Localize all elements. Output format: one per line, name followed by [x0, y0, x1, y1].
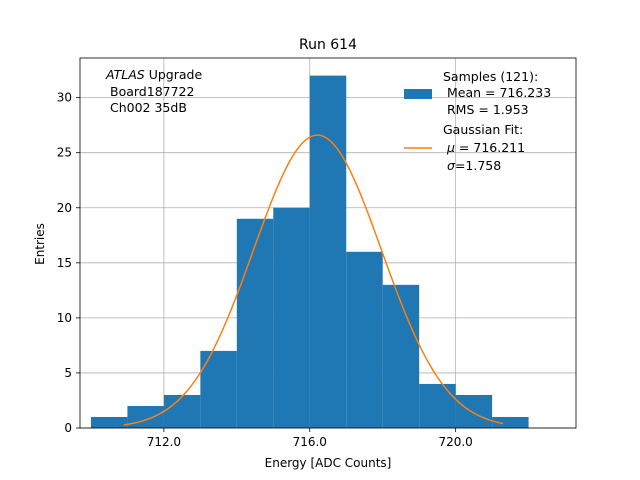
sigma-symbol: σ	[447, 158, 456, 173]
legend-hist-rms: RMS = 1.953	[447, 102, 529, 117]
histogram-bar	[382, 284, 420, 428]
legend-hist-swatch	[404, 89, 432, 99]
annotation-board: Board187722	[110, 84, 194, 99]
y-tick-label: 5	[64, 366, 72, 380]
histogram-bar	[455, 394, 493, 428]
x-tick-label: 720.0	[438, 435, 472, 449]
x-tick-label: 712.0	[147, 435, 181, 449]
y-axis-ticks: 0 5 10 15 20 25 30	[57, 91, 80, 435]
legend-hist-title: Samples (121):	[443, 69, 538, 84]
y-tick-label: 10	[57, 311, 72, 325]
annotation-channel: Ch002 35dB	[110, 100, 187, 115]
atlas-label: ATLAS	[105, 67, 145, 82]
plot-frame	[79, 57, 577, 429]
legend: Samples (121): Mean = 716.233 RMS = 1.95…	[404, 69, 551, 173]
histogram-bar	[236, 218, 274, 428]
histogram-bar	[419, 383, 456, 428]
y-tick-label: 30	[57, 91, 72, 105]
y-tick-label: 0	[64, 421, 72, 435]
histogram-bar	[127, 405, 164, 428]
legend-fit-sigma: σ=1.758	[447, 158, 501, 173]
x-axis-label: Energy [ADC Counts]	[265, 456, 392, 470]
legend-hist-mean: Mean = 716.233	[447, 85, 551, 100]
y-tick-label: 25	[57, 146, 72, 160]
y-tick-label: 15	[57, 256, 72, 270]
annotation-line-1: ATLAS Upgrade	[105, 67, 202, 82]
legend-fit-title: Gaussian Fit:	[443, 122, 523, 137]
x-axis-ticks: 712.0 716.0 720.0	[147, 428, 473, 449]
histogram-bar	[492, 416, 529, 428]
x-tick-label: 716.0	[293, 435, 327, 449]
histogram-bar	[309, 75, 347, 428]
histogram-bar	[163, 394, 201, 428]
histogram-bars	[90, 75, 529, 428]
y-tick-label: 20	[57, 201, 72, 215]
histogram-bar	[346, 251, 383, 428]
chart-title: Run 614	[299, 37, 357, 53]
histogram-bar	[273, 207, 310, 428]
mu-value: = 716.211	[455, 140, 525, 155]
mu-symbol: μ	[446, 140, 455, 155]
y-axis-label: Entries	[33, 223, 47, 265]
histogram-bar	[90, 416, 128, 428]
annotation-block: ATLAS Upgrade Board187722 Ch002 35dB	[105, 67, 202, 115]
legend-fit-mu: μ = 716.211	[446, 140, 525, 155]
upgrade-label: Upgrade	[145, 67, 203, 82]
sigma-value: =1.758	[455, 158, 501, 173]
gaussian-fit-curve	[123, 134, 504, 426]
